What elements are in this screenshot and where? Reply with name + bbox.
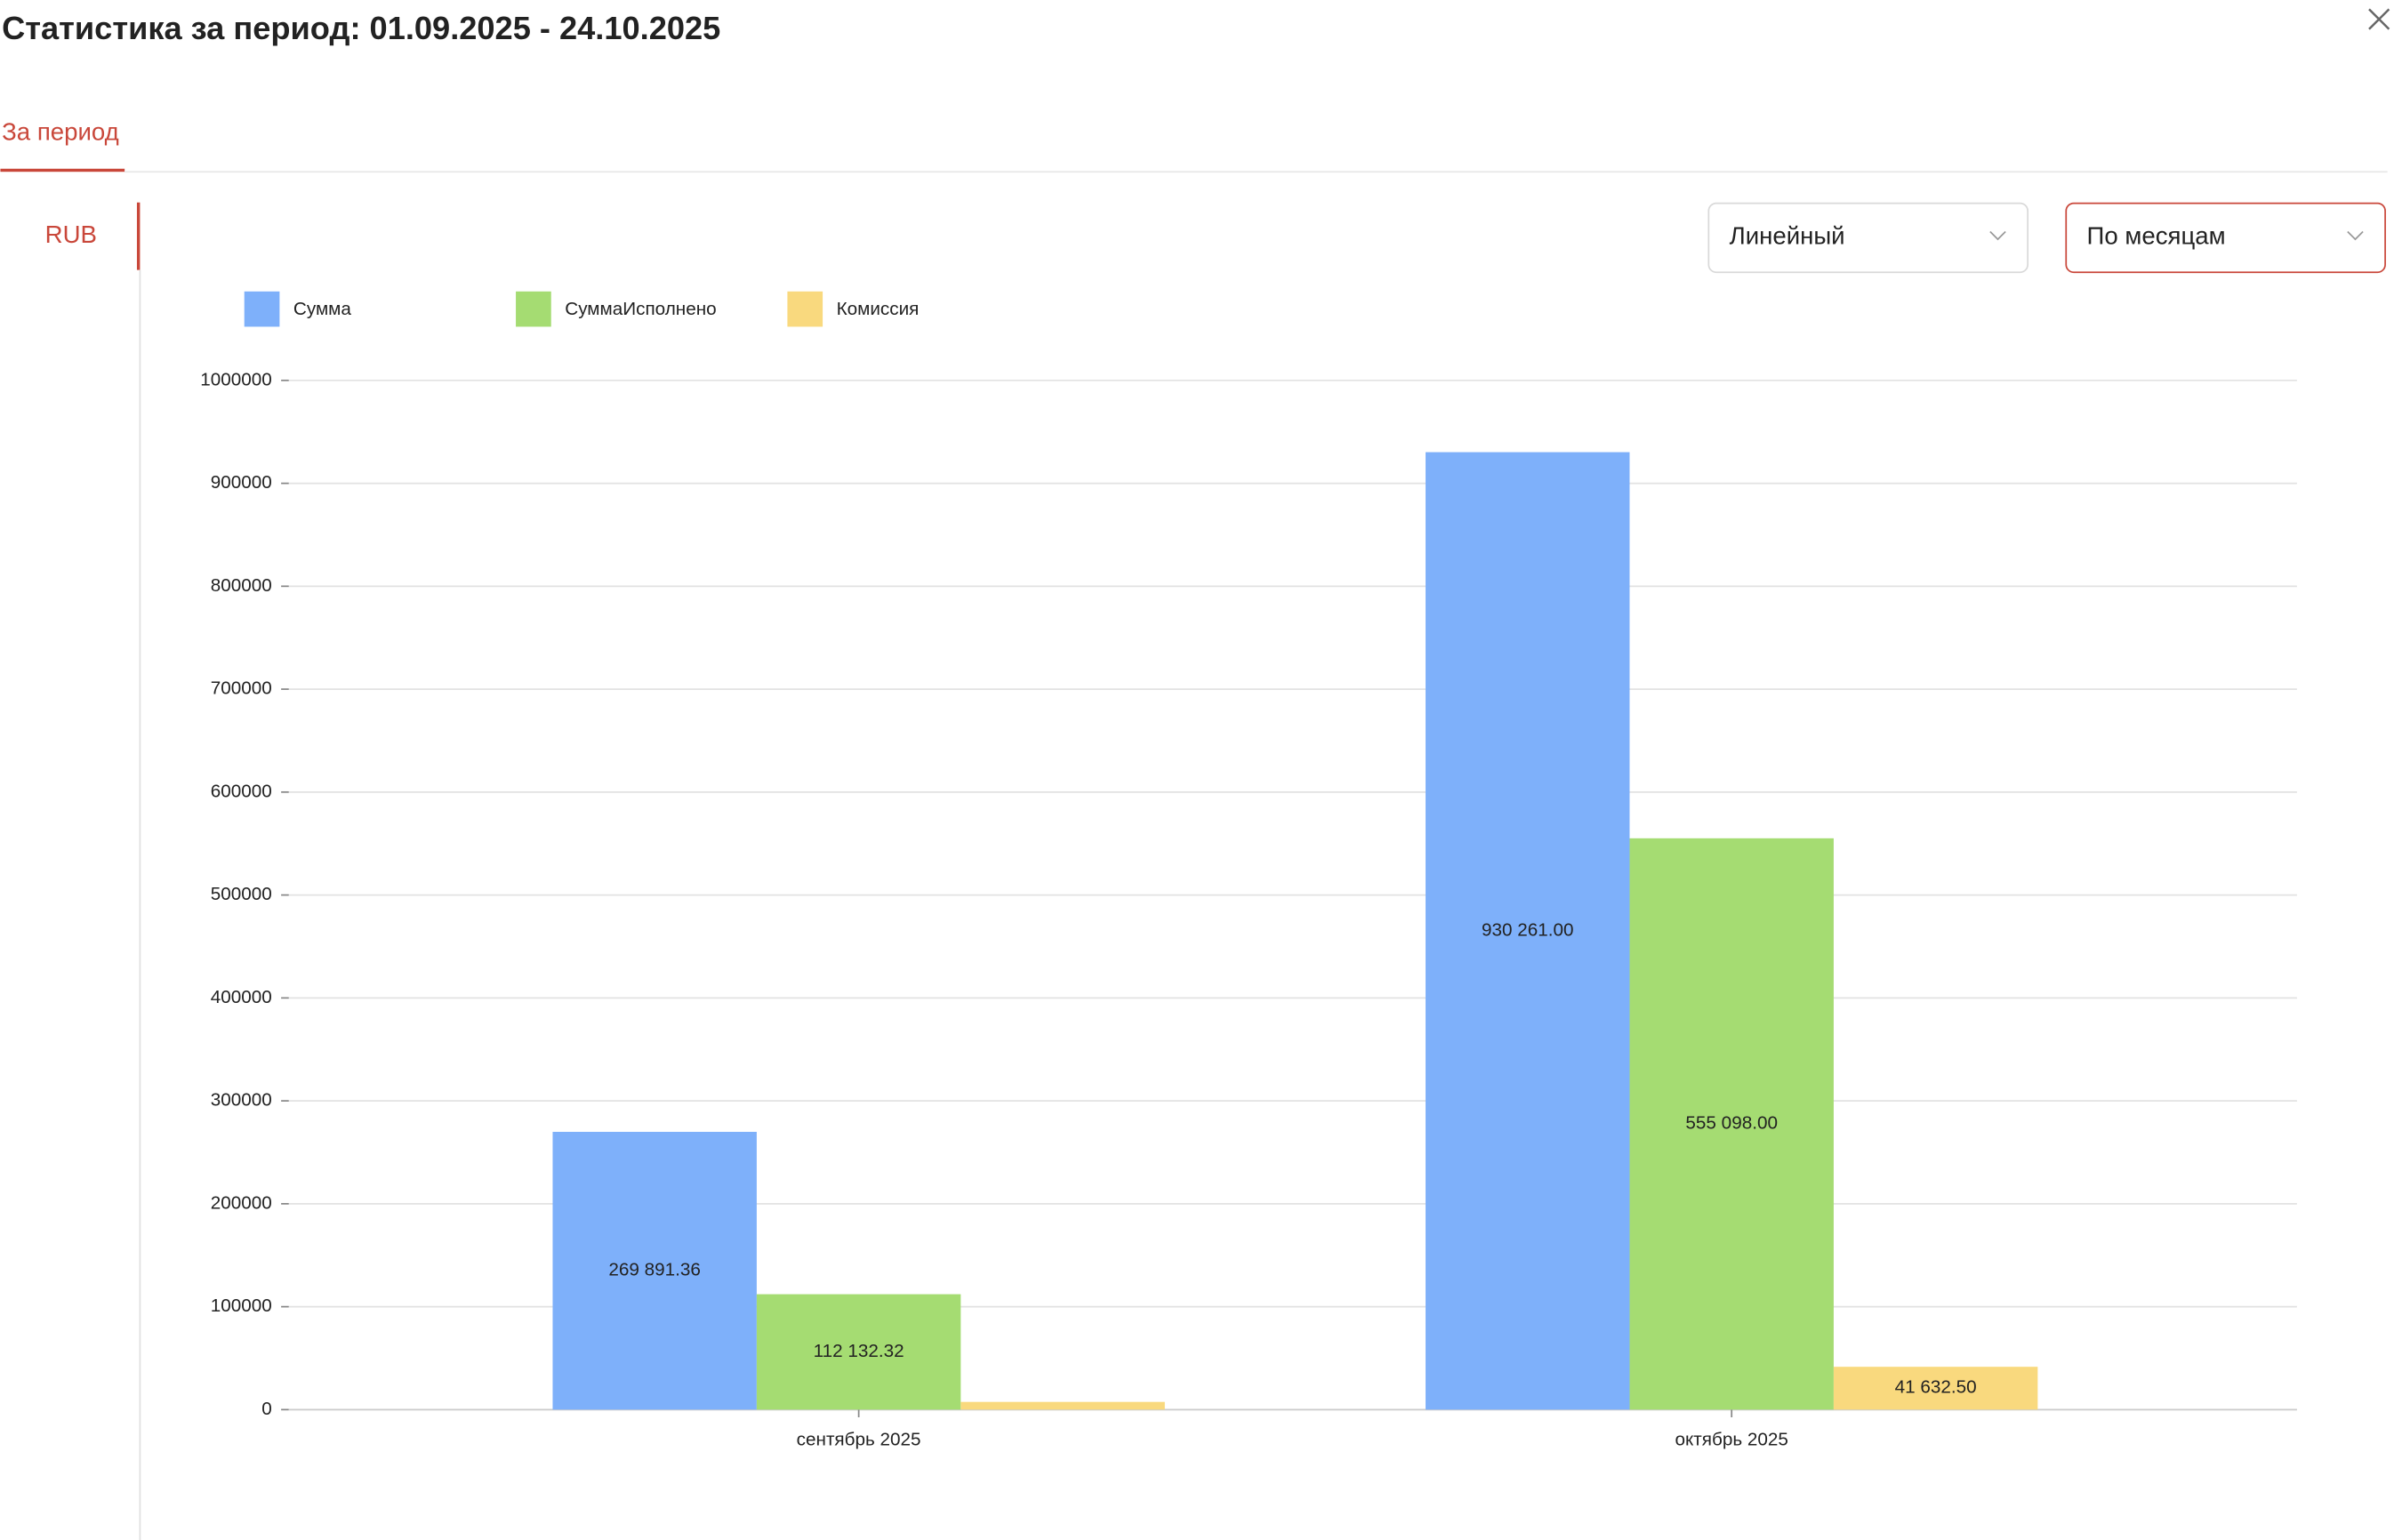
bar	[756, 1294, 961, 1410]
legend-label: Комиссия	[837, 299, 920, 319]
data-label: 41 632.50	[1895, 1377, 1977, 1398]
tab[interactable]: За период	[2, 117, 119, 145]
dropdown-value: Линейный	[1730, 222, 1845, 250]
y-tick-label: 700000	[211, 678, 272, 699]
data-label: 269 891.36	[608, 1260, 701, 1280]
data-label: 930 261.00	[1482, 919, 1574, 940]
bar	[552, 1131, 757, 1410]
dropdown-value: По месяцам	[2087, 222, 2226, 250]
bar	[1833, 1367, 2038, 1410]
bar	[1426, 452, 1630, 1410]
x-tick-label: сентябрь 2025	[797, 1429, 921, 1449]
legend-label: СуммаИсполнено	[565, 299, 716, 319]
y-tick-label: 600000	[211, 781, 272, 801]
legend-swatch	[244, 291, 280, 327]
legend-swatch	[516, 291, 551, 327]
y-tick-label: 800000	[211, 575, 272, 596]
y-tick-label: 300000	[211, 1090, 272, 1111]
sidebar-item[interactable]: RUB	[45, 221, 97, 248]
y-tick-label: 500000	[211, 884, 272, 904]
y-tick-label: 0	[261, 1399, 272, 1419]
x-tick-label: октябрь 2025	[1675, 1429, 1788, 1449]
title: Статистика за период: 01.09.2025 - 24.10…	[2, 10, 720, 46]
legend-label: Сумма	[293, 299, 351, 319]
data-label: 555 098.00	[1685, 1113, 1778, 1134]
legend-swatch	[787, 291, 823, 327]
dropdown[interactable]: По месяцам	[2065, 202, 2386, 274]
y-tick-label: 900000	[211, 472, 272, 493]
y-tick-label: 200000	[211, 1192, 272, 1213]
tab-underline	[0, 168, 125, 172]
y-tick-label: 100000	[211, 1295, 272, 1316]
y-tick-label: 400000	[211, 987, 272, 1007]
dropdown[interactable]: Линейный	[1707, 202, 2029, 274]
close-button[interactable]	[2368, 8, 2390, 30]
bar	[1629, 838, 1834, 1410]
y-tick-label: 1000000	[200, 369, 272, 389]
data-label: 112 132.32	[814, 1341, 904, 1361]
bar	[960, 1401, 1165, 1410]
sidebar-active	[136, 202, 141, 270]
